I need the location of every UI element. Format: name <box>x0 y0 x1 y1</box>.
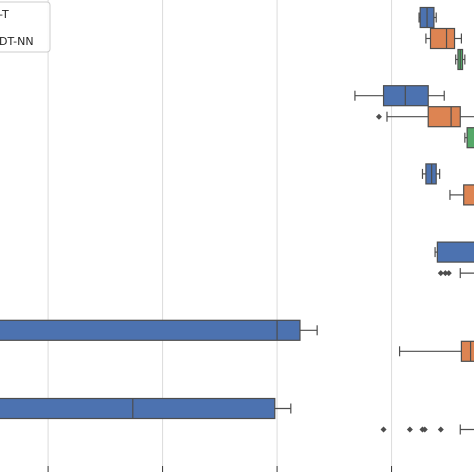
box <box>436 241 474 263</box>
box <box>460 340 474 362</box>
flier <box>380 426 387 433</box>
box <box>0 319 301 341</box>
flier <box>375 113 382 120</box>
legend: -T DT-NN <box>0 1 51 53</box>
flier <box>442 270 449 277</box>
box-group <box>0 397 292 420</box>
flier <box>445 270 452 277</box>
legend-label: DT-NN <box>0 35 34 48</box>
flier <box>437 270 444 277</box>
box-group <box>437 268 474 279</box>
box-group <box>455 48 466 71</box>
box-group <box>0 319 318 341</box>
box-group <box>418 6 437 29</box>
box <box>466 127 474 149</box>
box-group <box>354 85 445 107</box>
box-group <box>398 340 474 362</box>
legend-label: -T <box>0 8 9 21</box>
box-group <box>449 184 474 206</box>
box-group <box>375 106 474 128</box>
flier <box>406 426 413 433</box>
box-group <box>464 127 474 149</box>
box-group <box>434 241 474 263</box>
flier <box>437 426 444 433</box>
box <box>463 184 474 206</box>
box <box>427 106 461 128</box>
legend-frame <box>0 1 51 53</box>
box <box>429 27 456 50</box>
box-group <box>425 27 463 50</box>
box-group <box>380 424 474 435</box>
box-group <box>421 163 441 185</box>
box <box>0 397 276 420</box>
flier <box>421 426 428 433</box>
